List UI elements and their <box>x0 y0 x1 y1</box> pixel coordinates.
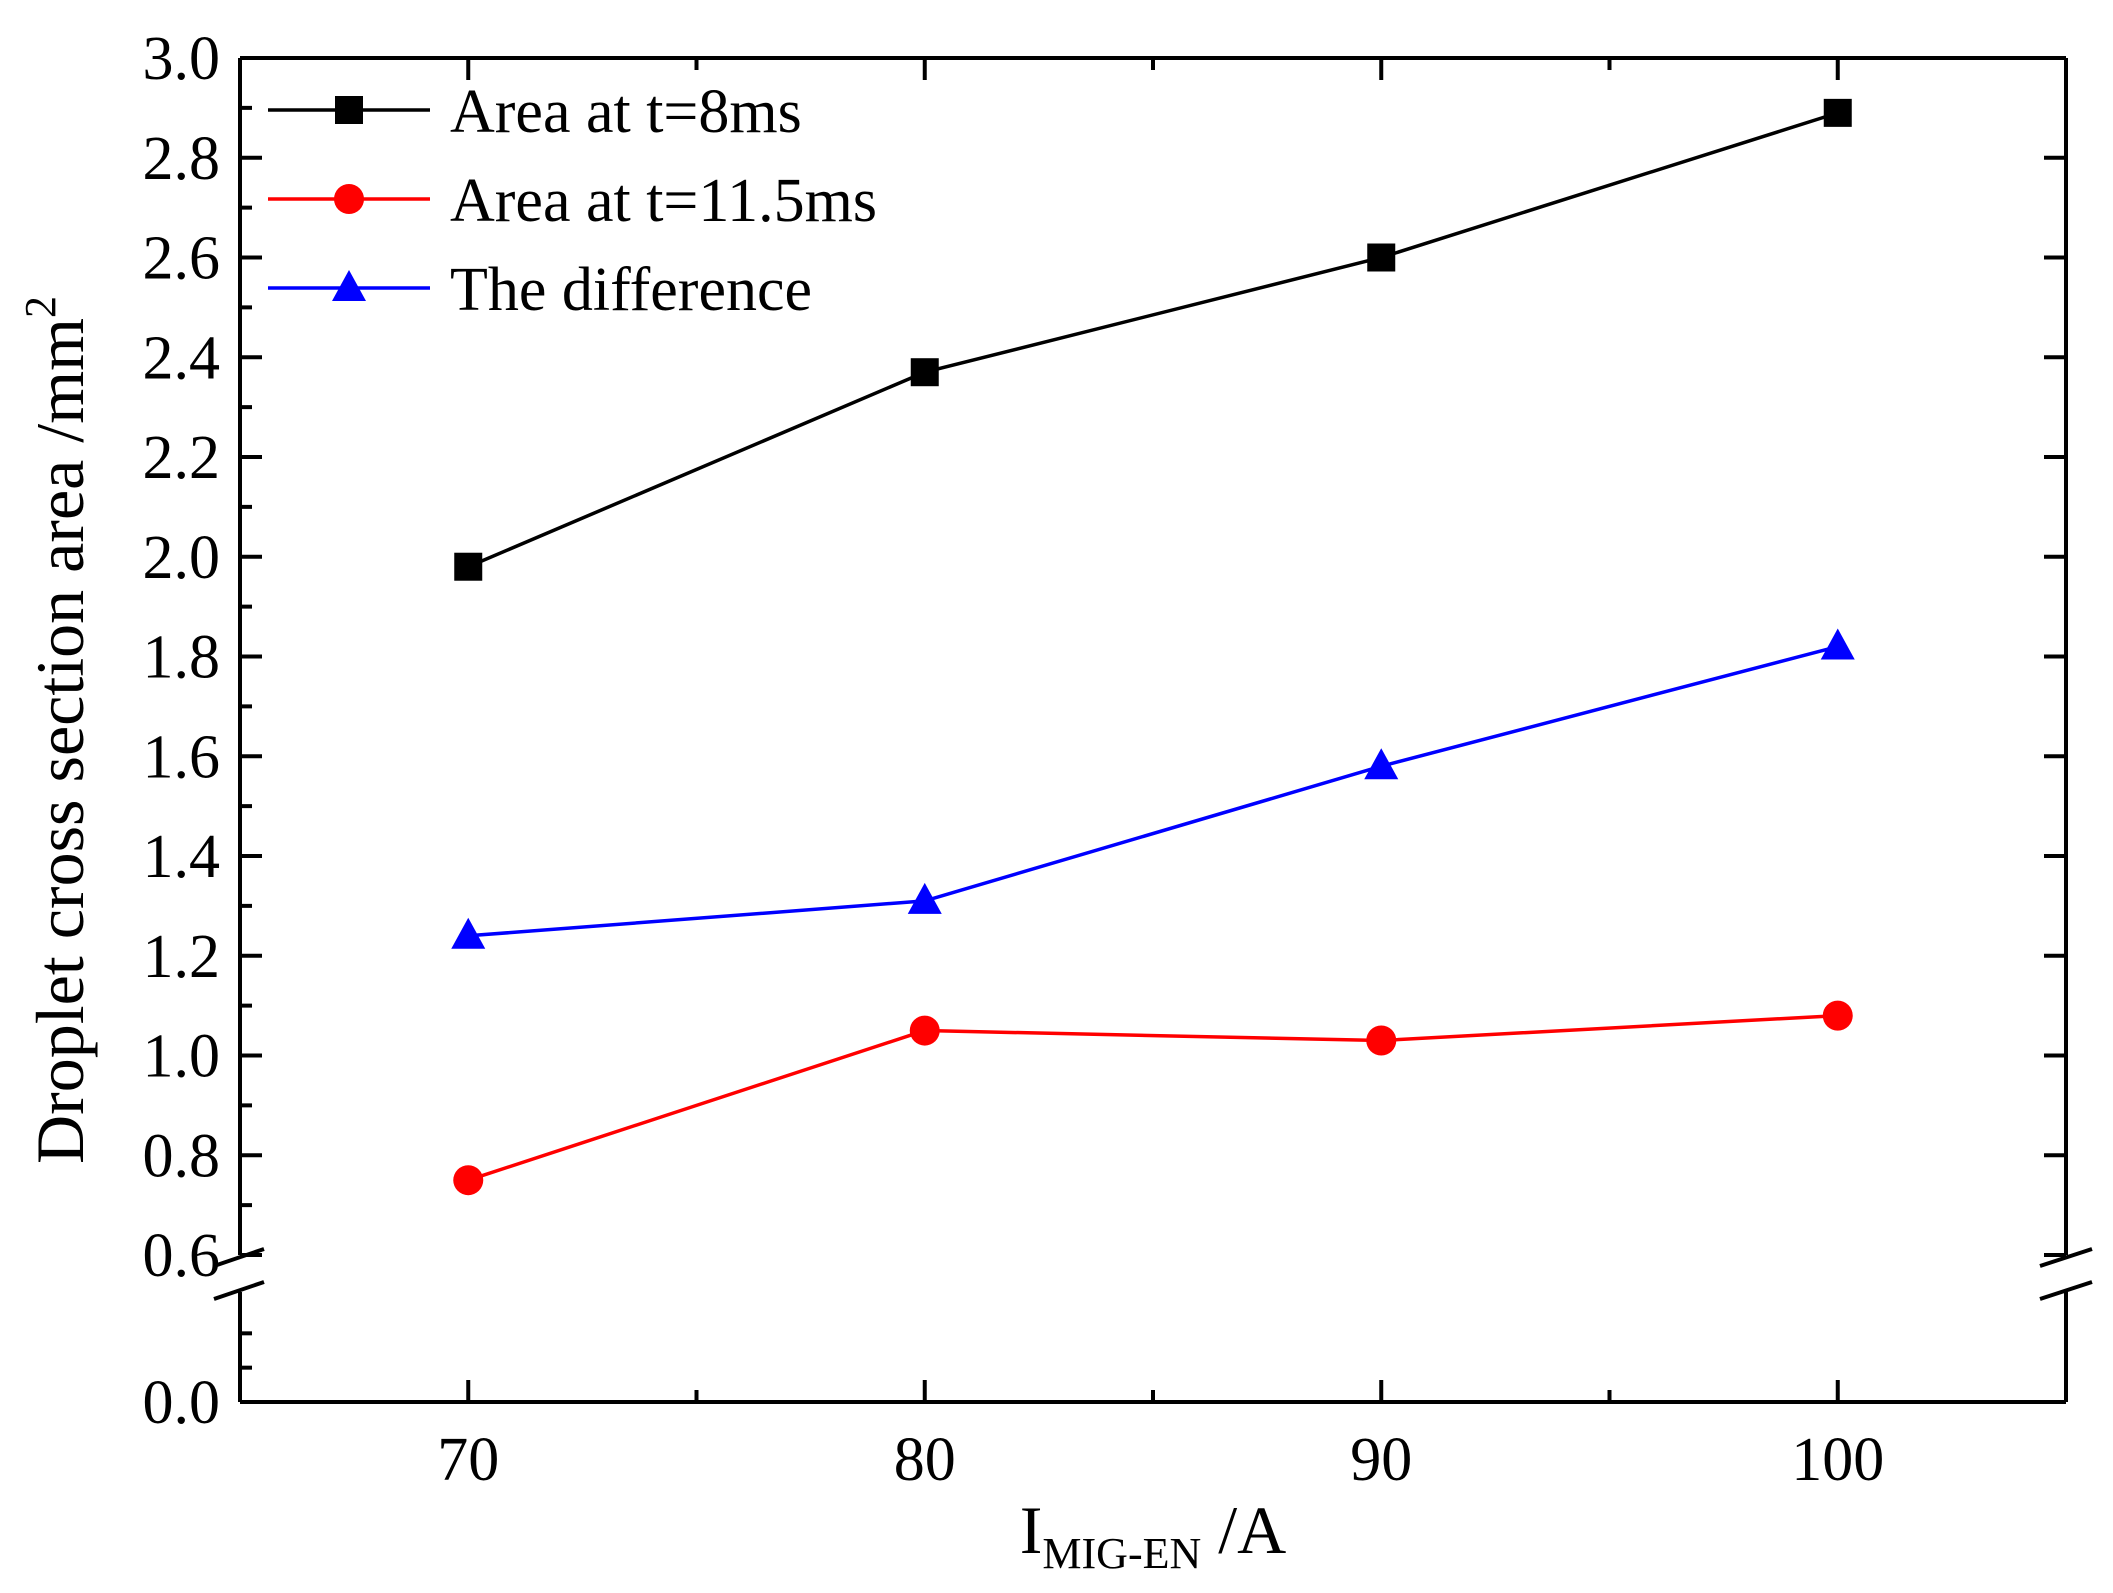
x-tick-label: 90 <box>1350 1426 1412 1494</box>
x-axis-title: IMIG-EN /A <box>1020 1492 1287 1578</box>
y-tick-label: 1.0 <box>143 1023 221 1091</box>
legend-label: Area at t=8ms <box>450 78 802 146</box>
data-point-square <box>1367 243 1396 272</box>
y-tick-label: 2.0 <box>143 524 221 592</box>
x-ticks: 70 80 90 100 <box>437 58 1884 1494</box>
y-tick-label: 2.2 <box>143 424 221 492</box>
data-point-circle <box>453 1165 484 1196</box>
legend-marker-square <box>335 96 363 124</box>
series-2 <box>453 1000 1853 1196</box>
legend-label: Area at t=11.5ms <box>450 167 877 235</box>
data-point-circle <box>909 1015 940 1046</box>
series-line <box>468 644 1839 938</box>
legend: Area at t=8ms Area at t=11.5ms The differe… <box>268 78 877 324</box>
legend-item: Area at t=8ms <box>268 78 802 146</box>
axis-break-left-2 <box>213 1280 265 1301</box>
y-tick-label: 2.8 <box>143 125 221 193</box>
x-tick-label: 80 <box>894 1426 956 1494</box>
series-line <box>467 111 1839 569</box>
y-ticks: 0.6 0.8 1.0 1.2 1.4 1.6 1.8 2.0 2.2 2.4 2.6 2.8 3.0 0… <box>143 25 2066 1437</box>
data-point-triangle <box>1364 748 1399 780</box>
axis-break-right-1 <box>2039 1247 2093 1268</box>
series-layer <box>451 98 1855 1196</box>
series-line <box>467 1013 1838 1182</box>
legend-item: The difference <box>268 256 812 324</box>
data-point-square <box>1823 98 1852 127</box>
y-axis-title-main: Droplet cross section area /mm <box>22 318 98 1164</box>
data-point-square <box>454 552 483 581</box>
y-tick-label: 1.8 <box>143 624 221 692</box>
y-tick-label: 0.6 <box>143 1222 221 1290</box>
legend-marker-circle <box>334 184 364 214</box>
data-point-triangle <box>451 917 486 949</box>
x-axis-title-subscript: MIG-EN <box>1042 1529 1201 1578</box>
legend-item: Area at t=11.5ms <box>268 167 877 235</box>
data-point-circle <box>1366 1025 1397 1056</box>
y-tick-label: 0.8 <box>143 1122 221 1190</box>
y-tick-label: 1.2 <box>143 923 221 991</box>
series-1 <box>454 98 1852 581</box>
y-axis-title: Droplet cross section area /mm2 <box>16 296 98 1164</box>
series-3 <box>451 628 1855 949</box>
y-tick-label: 0.0 <box>143 1369 221 1437</box>
data-point-triangle <box>907 882 942 914</box>
data-point-square <box>910 358 939 387</box>
legend-marker-triangle <box>332 270 366 301</box>
y-tick-label: 1.4 <box>143 823 221 891</box>
x-tick-label: 70 <box>437 1426 499 1494</box>
legend-label: The difference <box>450 256 812 324</box>
y-tick-label: 3.0 <box>143 25 221 93</box>
data-point-circle <box>1822 1000 1853 1031</box>
y-axis-title-superscript: 2 <box>16 296 65 318</box>
y-tick-label: 2.6 <box>143 225 221 293</box>
axis-break-left-1 <box>213 1247 265 1268</box>
x-axis-title-main: I <box>1020 1492 1043 1568</box>
x-axis-title-unit: /A <box>1201 1492 1286 1568</box>
x-tick-label: 100 <box>1791 1426 1884 1494</box>
y-tick-label: 1.6 <box>143 723 221 791</box>
axis-break-marks <box>213 1247 2093 1301</box>
axis-break-right-2 <box>2039 1280 2093 1301</box>
data-point-triangle <box>1820 628 1855 660</box>
y-tick-label: 2.4 <box>143 324 221 392</box>
